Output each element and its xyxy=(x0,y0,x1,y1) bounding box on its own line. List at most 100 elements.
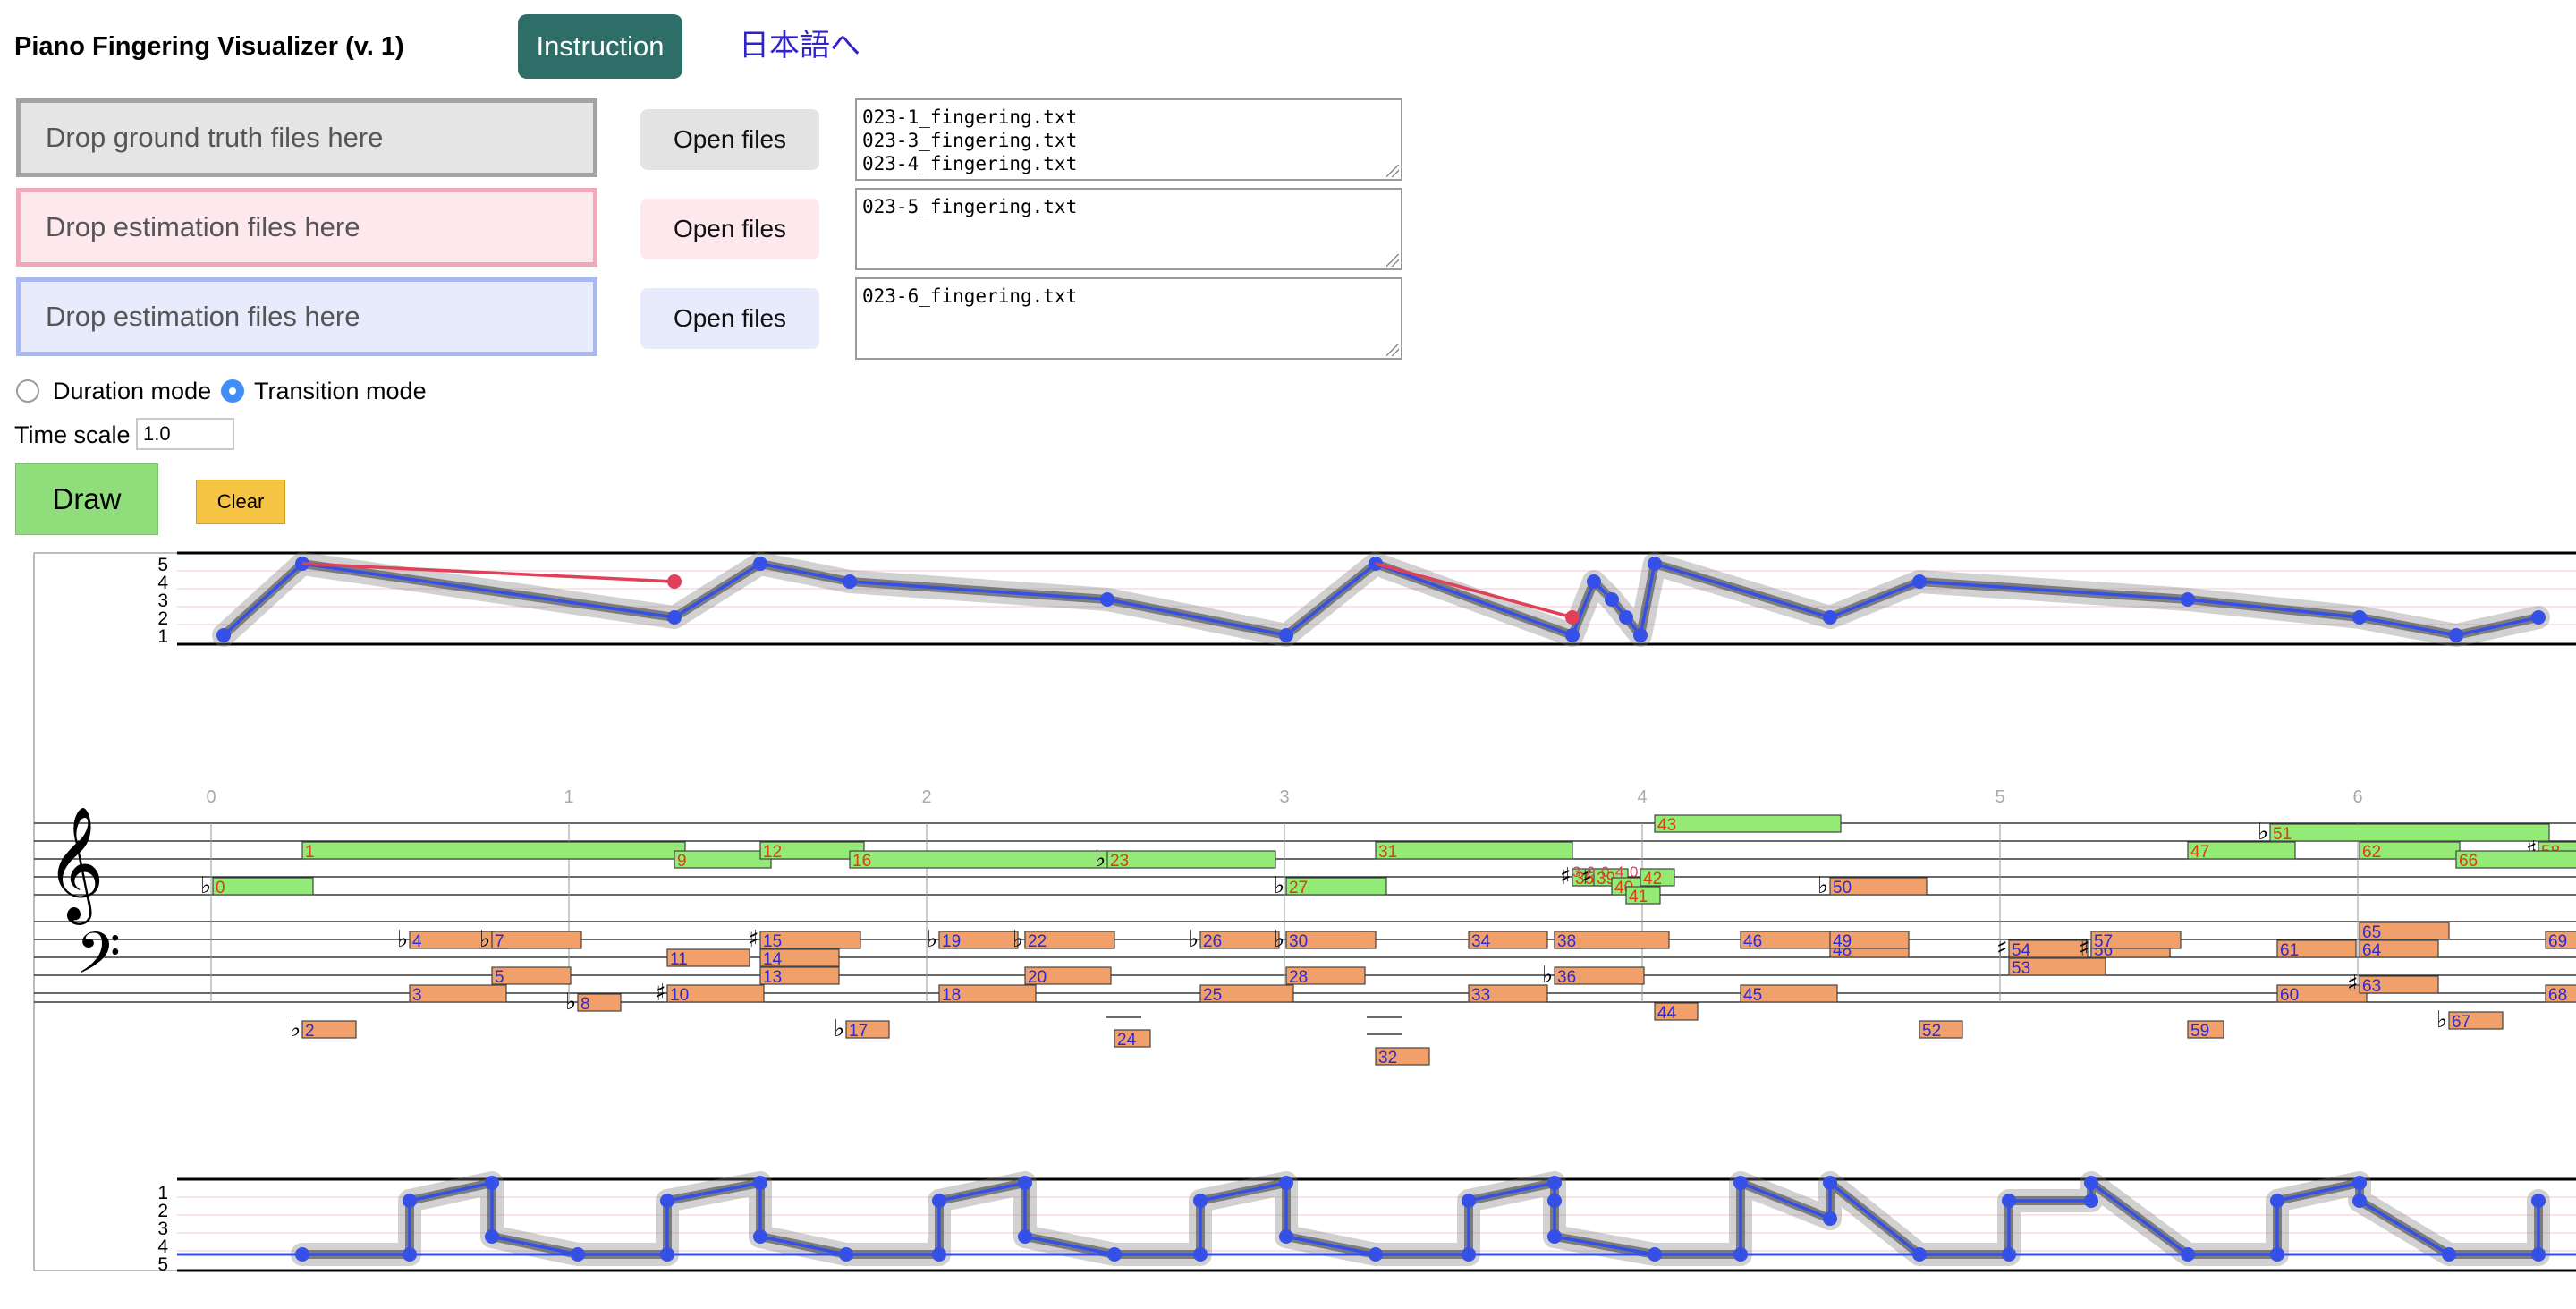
instruction-button[interactable]: Instruction xyxy=(518,14,682,79)
resize-handle-icon[interactable] xyxy=(1386,165,1399,177)
lh-finger-point xyxy=(1823,1211,1837,1226)
lh-note-number: 2 xyxy=(305,1022,315,1041)
rh-finger-label: 1 xyxy=(157,626,168,647)
rh-finger-point xyxy=(1823,610,1837,625)
rh-note-number: 12 xyxy=(763,843,782,862)
sharp-accidental-icon: ♯ xyxy=(2347,971,2359,998)
rh-finger-point xyxy=(1648,557,1662,571)
lh-note xyxy=(2545,931,2576,949)
rh-note-number: 31 xyxy=(1378,843,1397,862)
lh-finger-point xyxy=(2084,1176,2098,1190)
flat-accidental-icon: ♭ xyxy=(479,926,490,953)
lh-finger-point xyxy=(1547,1229,1562,1244)
lh-note-number: 18 xyxy=(942,986,961,1005)
ground-truth-drop-zone[interactable]: Drop ground truth files here xyxy=(16,98,597,177)
rh-note-number: 62 xyxy=(2362,843,2381,862)
lh-note xyxy=(2448,1011,2504,1030)
rh-finger-point xyxy=(216,628,231,642)
rh-note xyxy=(1106,850,1276,869)
lh-note xyxy=(491,966,572,985)
rh-note-number: 39 xyxy=(1597,870,1615,888)
duration-mode-label[interactable]: Duration mode xyxy=(53,378,212,404)
lh-finger-point xyxy=(2531,1194,2546,1208)
overlay-finger-digit: 0 xyxy=(1587,863,1595,880)
overlay-finger-digit: 0 xyxy=(1601,863,1609,880)
rh-finger-point xyxy=(1279,628,1293,642)
estimation-1-open-files-button[interactable]: Open files xyxy=(640,199,819,259)
lh-note-number: 46 xyxy=(1743,932,1762,951)
lh-note-number: 53 xyxy=(2012,959,2030,978)
lh-note xyxy=(1554,931,1670,949)
rh-note-number: 16 xyxy=(852,852,871,871)
rh-note-number: 0 xyxy=(216,879,225,897)
lh-finger-point xyxy=(1279,1229,1293,1244)
lh-estimate-path xyxy=(302,1181,2540,1256)
estimation-2-file-names: 023-6_fingering.txt xyxy=(862,285,1078,307)
rh-mismatch-point xyxy=(667,574,682,589)
sharp-accidental-icon: ♯ xyxy=(1560,863,1572,890)
time-scale-input[interactable] xyxy=(136,418,234,450)
lh-note-number: 13 xyxy=(763,968,782,987)
flat-accidental-icon: ♭ xyxy=(397,926,408,953)
lh-note-number: 17 xyxy=(849,1022,868,1041)
time-marker: 4 xyxy=(1637,787,1647,807)
time-marker: 6 xyxy=(2352,787,2362,807)
lh-note xyxy=(938,931,1019,949)
resize-handle-icon[interactable] xyxy=(1386,254,1399,267)
japanese-language-link[interactable]: 日本語へ xyxy=(739,29,860,63)
ground-truth-file-list[interactable]: 023-1_fingering.txt 023-3_fingering.txt … xyxy=(855,98,1402,181)
rh-note xyxy=(212,877,314,896)
lh-note xyxy=(1829,877,1928,896)
lh-note xyxy=(759,931,861,949)
rh-finger-point xyxy=(1619,610,1633,625)
rh-note xyxy=(1285,877,1387,896)
lh-note-number: 28 xyxy=(1289,968,1308,987)
lh-note xyxy=(1468,931,1548,949)
sharp-accidental-icon: ♯ xyxy=(2079,935,2090,962)
overlay-finger-digit: 0 xyxy=(1630,863,1638,880)
transition-mode-radio[interactable] xyxy=(221,379,244,403)
estimation-1-file-list[interactable]: 023-5_fingering.txt xyxy=(855,188,1402,270)
flat-accidental-icon: ♭ xyxy=(1095,846,1106,872)
draw-button[interactable]: Draw xyxy=(15,463,158,535)
duration-mode-radio[interactable] xyxy=(16,379,39,403)
lh-note xyxy=(301,1020,357,1039)
lh-note-number: 61 xyxy=(2280,941,2299,960)
estimation-2-file-list[interactable]: 023-6_fingering.txt xyxy=(855,277,1402,360)
flat-accidental-icon: ♭ xyxy=(834,1016,844,1042)
resize-handle-icon[interactable] xyxy=(1386,344,1399,356)
lh-note xyxy=(1654,1002,1699,1021)
estimation-2-open-files-button[interactable]: Open files xyxy=(640,288,819,349)
rh-finger-point xyxy=(843,574,857,589)
estimation-1-drop-zone[interactable]: Drop estimation files here xyxy=(16,188,597,267)
lh-note xyxy=(1285,966,1366,985)
flat-accidental-icon: ♭ xyxy=(1188,926,1199,953)
rh-finger-point xyxy=(1633,628,1648,642)
time-marker: 5 xyxy=(1995,787,2004,807)
lh-note-number: 36 xyxy=(1557,968,1576,987)
lh-note-number: 22 xyxy=(1028,932,1046,951)
lh-note xyxy=(1199,984,1294,1003)
rh-finger-point xyxy=(2352,610,2367,625)
rh-estimate-path xyxy=(222,562,2539,637)
rh-finger-label: 5 xyxy=(157,555,168,575)
sharp-accidental-icon: ♯ xyxy=(655,980,666,1007)
flat-accidental-icon: ♭ xyxy=(1818,872,1828,899)
lh-note-number: 44 xyxy=(1657,1004,1677,1023)
lh-finger-point xyxy=(1462,1194,1476,1208)
ground-truth-open-files-button[interactable]: Open files xyxy=(640,109,819,170)
flat-accidental-icon: ♭ xyxy=(1274,872,1284,899)
lh-finger-point xyxy=(485,1176,499,1190)
lh-note-number: 54 xyxy=(2012,941,2031,960)
rh-mismatch-segment xyxy=(301,562,675,583)
lh-note xyxy=(2008,939,2089,958)
rh-mismatch-point xyxy=(1565,610,1580,625)
lh-note xyxy=(1375,1047,1430,1066)
lh-note-number: 45 xyxy=(1743,986,1762,1005)
transition-mode-label[interactable]: Transition mode xyxy=(254,378,427,404)
estimation-2-drop-zone[interactable]: Drop estimation files here xyxy=(16,277,597,356)
clear-button[interactable]: Clear xyxy=(196,480,285,524)
lh-note xyxy=(759,948,840,967)
lh-note xyxy=(2545,984,2576,1003)
lh-note-number: 26 xyxy=(1203,932,1222,951)
